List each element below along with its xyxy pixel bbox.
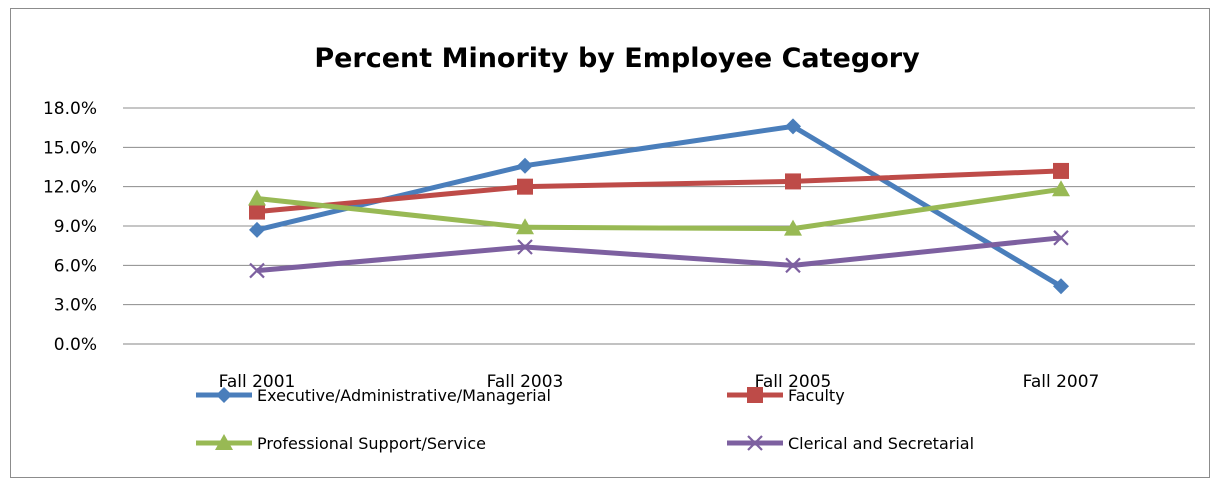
y-tick-label: 3.0% xyxy=(54,296,97,316)
data-point xyxy=(785,118,801,135)
chart-title: Percent Minority by Employee Category xyxy=(314,43,920,74)
legend-label: Professional Support/Service xyxy=(257,434,486,453)
legend-label: Executive/Administrative/Managerial xyxy=(257,386,551,405)
series-4 xyxy=(249,230,1069,279)
series-2 xyxy=(249,162,1069,220)
data-point xyxy=(249,203,265,220)
data-point xyxy=(785,257,801,274)
data-point xyxy=(517,239,533,255)
data-point xyxy=(517,157,533,174)
legend-item: Clerical and Secretarial xyxy=(727,434,974,453)
legend: Executive/Administrative/Managerial Facul… xyxy=(196,386,974,453)
x-tick-label: Fall 2003 xyxy=(487,372,564,392)
data-point xyxy=(249,221,265,238)
data-point xyxy=(784,219,802,236)
legend-item: Professional Support/Service xyxy=(196,434,486,453)
series-3 xyxy=(248,180,1070,236)
y-tick-label: 15.0% xyxy=(43,138,97,158)
series-lines xyxy=(248,118,1070,295)
x-tick-label: Fall 2007 xyxy=(1023,372,1100,392)
y-tick-label: 12.0% xyxy=(43,178,97,198)
series-line xyxy=(256,186,1062,232)
data-point xyxy=(248,189,266,206)
legend-label: Faculty xyxy=(788,386,845,405)
data-point xyxy=(249,262,265,279)
y-tick-label: 18.0% xyxy=(43,99,97,119)
legend-label: Clerical and Secretarial xyxy=(788,434,974,453)
legend-swatch-marker xyxy=(215,434,233,450)
data-point xyxy=(517,178,533,195)
x-tick-label: Fall 2001 xyxy=(219,372,296,392)
series-line xyxy=(256,235,1062,274)
legend-swatch-marker xyxy=(747,387,763,403)
x-axis-ticks: Fall 2001 Fall 2003 Fall 2005 Fall 2007 xyxy=(219,372,1100,392)
legend-item: Faculty xyxy=(727,386,845,405)
legend-item: Executive/Administrative/Managerial xyxy=(196,386,551,405)
legend-swatch-marker xyxy=(216,387,232,403)
data-point xyxy=(785,173,801,190)
data-point xyxy=(1053,162,1069,179)
data-point xyxy=(1052,180,1070,197)
y-axis-ticks: 0.0% 3.0% 6.0% 9.0% 12.0% 15.0% 18.0% xyxy=(43,99,97,355)
data-point xyxy=(1053,278,1069,295)
legend-swatch-marker xyxy=(747,435,763,451)
x-tick-label: Fall 2005 xyxy=(755,372,832,392)
data-point xyxy=(1053,230,1069,246)
data-point xyxy=(516,218,534,235)
y-tick-label: 0.0% xyxy=(54,335,97,355)
y-tick-label: 6.0% xyxy=(54,256,97,276)
series-line xyxy=(256,168,1062,215)
y-tick-label: 9.0% xyxy=(54,217,97,237)
